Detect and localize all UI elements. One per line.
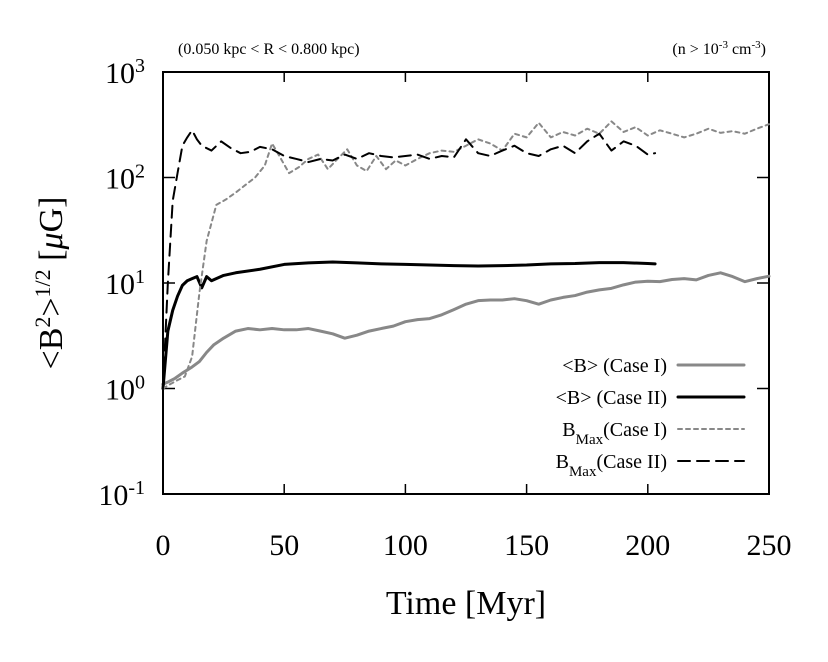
x-tick-label-0: 0	[156, 529, 171, 562]
y-axis-label: <B2>1/2 [μG]	[30, 197, 71, 370]
legend-label-2: <B> (Case II)	[556, 387, 667, 409]
annotation-left: (0.050 kpc < R < 0.800 kpc)	[178, 41, 360, 58]
series-line-2	[161, 260, 657, 390]
y-tick-label-1: 100	[105, 372, 145, 407]
y-tick-label-3: 102	[105, 161, 145, 196]
legend-label-1: <B> (Case I)	[562, 355, 667, 377]
y-tick-label-4: 103	[105, 55, 145, 90]
legend-label-3: BMax(Case I)	[562, 419, 667, 448]
x-axis-label: Time [Myr]	[386, 585, 546, 622]
legend: <B> (Case I) <B> (Case II) BMax(Case I) BMa…	[556, 355, 746, 480]
series-line-3	[162, 120, 770, 390]
series-line-4	[162, 129, 657, 390]
legend-label-4: BMax(Case II)	[556, 451, 667, 480]
series-line-1	[161, 271, 771, 386]
x-tick-label-2: 100	[383, 529, 428, 562]
series-group	[161, 120, 771, 390]
y-tick-label-2: 101	[105, 266, 145, 301]
x-axis-ticks: 0 50 100 150 200 250	[156, 72, 792, 562]
x-tick-label-1: 50	[269, 529, 299, 562]
x-tick-label-4: 200	[625, 529, 670, 562]
y-tick-label-0: 10-1	[98, 477, 145, 512]
x-tick-label-3: 150	[504, 529, 549, 562]
y-axis-ticks: 10-1 100 101 102 103	[98, 55, 769, 512]
annotation-right: (n > 10-3 cm-3)	[672, 39, 766, 58]
x-tick-label-5: 250	[747, 529, 792, 562]
